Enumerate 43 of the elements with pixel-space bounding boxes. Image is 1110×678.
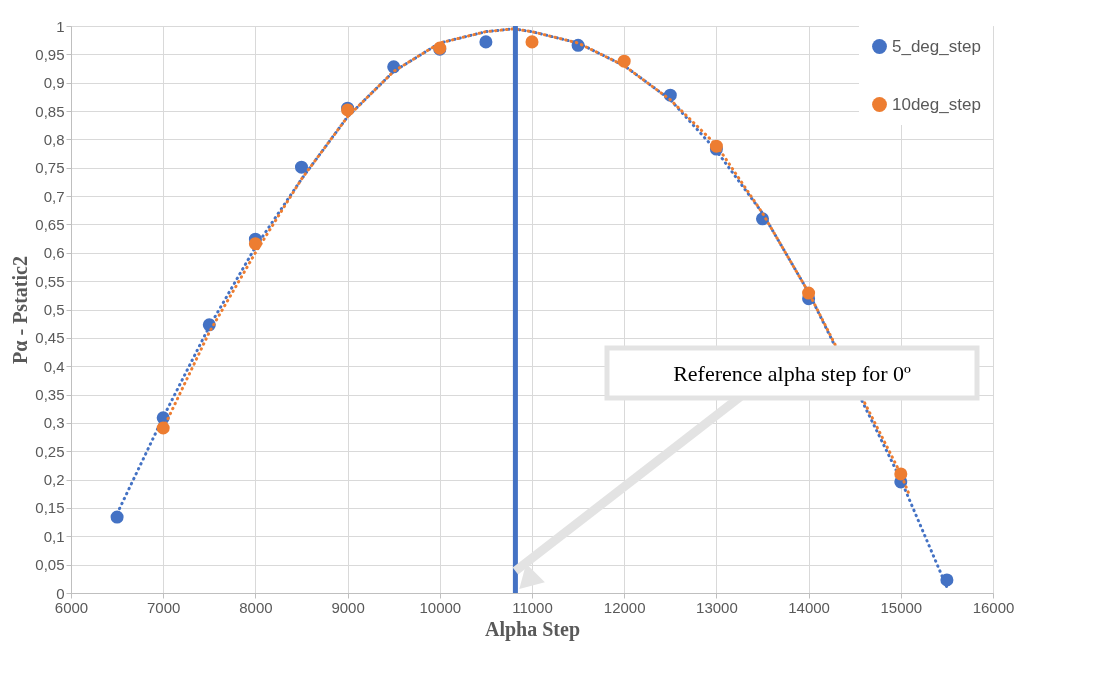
x-tick-label: 16000: [972, 598, 1015, 616]
x-tick-label: 8000: [239, 598, 273, 616]
y-tick-label: 0,9: [43, 74, 65, 92]
point: [156, 421, 170, 435]
x-tick-label: 13000: [696, 598, 738, 616]
y-tick-label: 0,75: [35, 159, 65, 177]
x-tick-label: 14000: [788, 598, 830, 616]
y-tick-label: 0,65: [35, 215, 65, 233]
point: [894, 467, 908, 481]
y-tick-label: 0,6: [43, 244, 65, 262]
y-tick-label: 0,05: [35, 556, 65, 574]
x-tick-label: 12000: [603, 598, 646, 616]
point: [294, 160, 309, 174]
point: [248, 237, 262, 251]
y-tick-label: 0,95: [35, 45, 65, 63]
x-tick-label: 11000: [512, 598, 553, 616]
y-tick-label: 0,7: [43, 187, 65, 205]
y-tick-label: 0,3: [43, 414, 65, 432]
y-tick-label: 0,2: [43, 471, 65, 489]
y-tick-label: 0,4: [43, 357, 65, 375]
x-tick-label: 7000: [147, 598, 181, 616]
point: [802, 286, 816, 300]
y-tick-label: 0,15: [35, 499, 65, 517]
y-tick-label: 0,5: [43, 301, 65, 318]
y-tick-label: 0,55: [35, 272, 65, 290]
x-tick-label: 15000: [880, 598, 923, 616]
point: [617, 54, 631, 68]
x-axis-title: Alpha Step: [484, 617, 581, 641]
point: [479, 35, 493, 49]
y-tick-label: 0,85: [35, 102, 65, 120]
y-tick-label: 0,35: [35, 386, 65, 404]
y-tick-label: 0,1: [43, 527, 65, 545]
legend-label: 10deg_step: [892, 94, 981, 114]
x-tick-label: 10000: [419, 598, 462, 616]
ref-line-label: Reference alpha step for 0º: [673, 361, 912, 386]
y-tick-label: 0,8: [43, 130, 65, 148]
point: [525, 35, 539, 49]
x-tick-label: 9000: [331, 598, 365, 616]
y-tick-label: 0,25: [35, 442, 65, 460]
y-tick-label: 0,45: [35, 329, 65, 347]
legend-label: 5_deg_step: [892, 36, 981, 56]
y-axis-title: Pα - Pstatic2: [9, 256, 32, 364]
y-tick-label: 1: [56, 17, 65, 35]
